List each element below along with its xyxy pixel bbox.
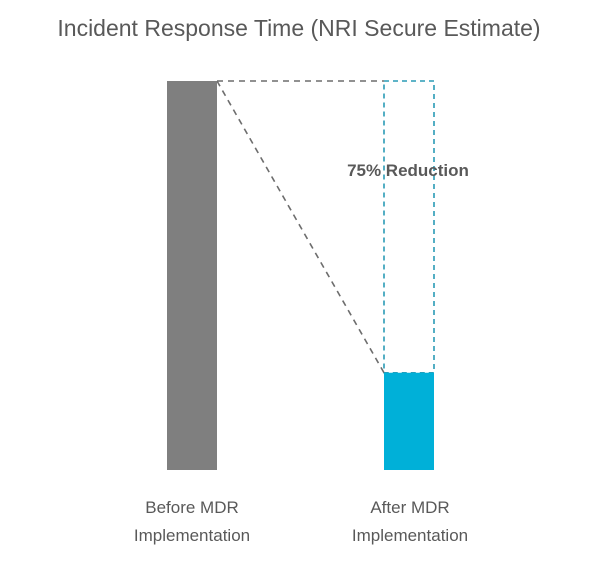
category-label-after-line2: Implementation (352, 526, 468, 545)
reference-outline (383, 80, 435, 374)
bar-before (167, 81, 217, 470)
category-label-before: Before MDR (145, 498, 239, 517)
chart-title: Incident Response Time (NRI Secure Estim… (57, 15, 540, 41)
category-label-after-line1: After MDR (370, 498, 449, 517)
category-label-before-2: Implementation (134, 526, 250, 545)
category-label-after-2: Implementation (352, 526, 468, 545)
bar-after (384, 372, 434, 470)
category-label-before-line1: Before MDR (145, 498, 239, 517)
category-label-after: After MDR (370, 498, 449, 517)
category-labels: Before MDR Implementation After MDR Impl… (134, 498, 468, 545)
category-label-before-line2: Implementation (134, 526, 250, 545)
chart-marks (167, 80, 435, 470)
reduction-annotation: 75% Reduction (347, 161, 469, 180)
connector-line-diagonal (216, 80, 385, 374)
